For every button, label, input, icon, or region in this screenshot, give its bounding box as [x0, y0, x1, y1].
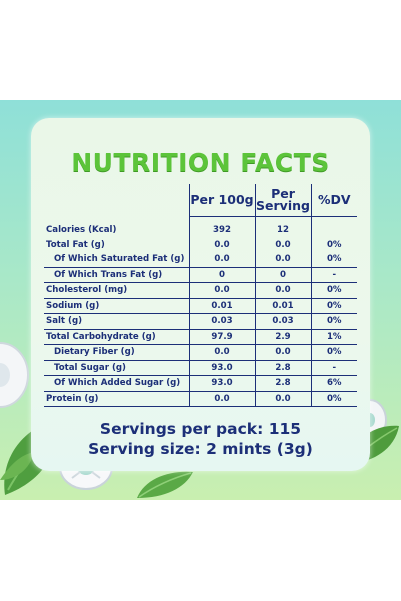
dv-header: %DV: [310, 184, 357, 217]
table-row: Of Which Trans Fat (g) 0 0 -: [44, 267, 357, 283]
per-serving-header: Per Serving: [254, 184, 311, 217]
nutrition-title: NUTRITION FACTS: [71, 148, 330, 177]
table-row: Total Sugar (g) 93.0 2.8 -: [44, 360, 357, 376]
mint-candy-left-icon: [0, 342, 29, 408]
table-row: Of Which Saturated Fat (g) 0.0 0.0 0%: [44, 252, 357, 268]
table-row: Sodium (g) 0.01 0.01 0%: [44, 298, 357, 314]
label-column-header: [44, 184, 189, 217]
table-row: Of Which Added Sugar (g) 93.0 2.8 6%: [44, 375, 357, 392]
table-row: Salt (g) 0.03 0.03 0%: [44, 313, 357, 330]
servings-per-pack: Servings per pack: 115: [99, 420, 302, 438]
table-row: Cholesterol (mg) 0.0 0.0 0%: [44, 282, 357, 299]
mint-leaf-bottom-icon: [137, 471, 193, 498]
table-row: Total Fat (g) 0.0 0.0 0%: [44, 237, 357, 252]
per-100g-header: Per 100g: [188, 184, 255, 217]
table-row: Dietary Fiber (g) 0.0 0.0 0%: [44, 344, 357, 361]
nutrition-table: Per 100g Per Serving %DV Calories (Kcal)…: [44, 184, 357, 407]
table-row: Total Carbohydrate (g) 97.9 2.9 1%: [44, 329, 357, 345]
table-header-row: Per 100g Per Serving %DV: [44, 184, 357, 217]
table-row: Protein (g) 0.0 0.0 0%: [44, 391, 357, 407]
table-row: Calories (Kcal) 392 12: [44, 223, 357, 238]
serving-size: Serving size: 2 mints (3g): [88, 440, 313, 458]
